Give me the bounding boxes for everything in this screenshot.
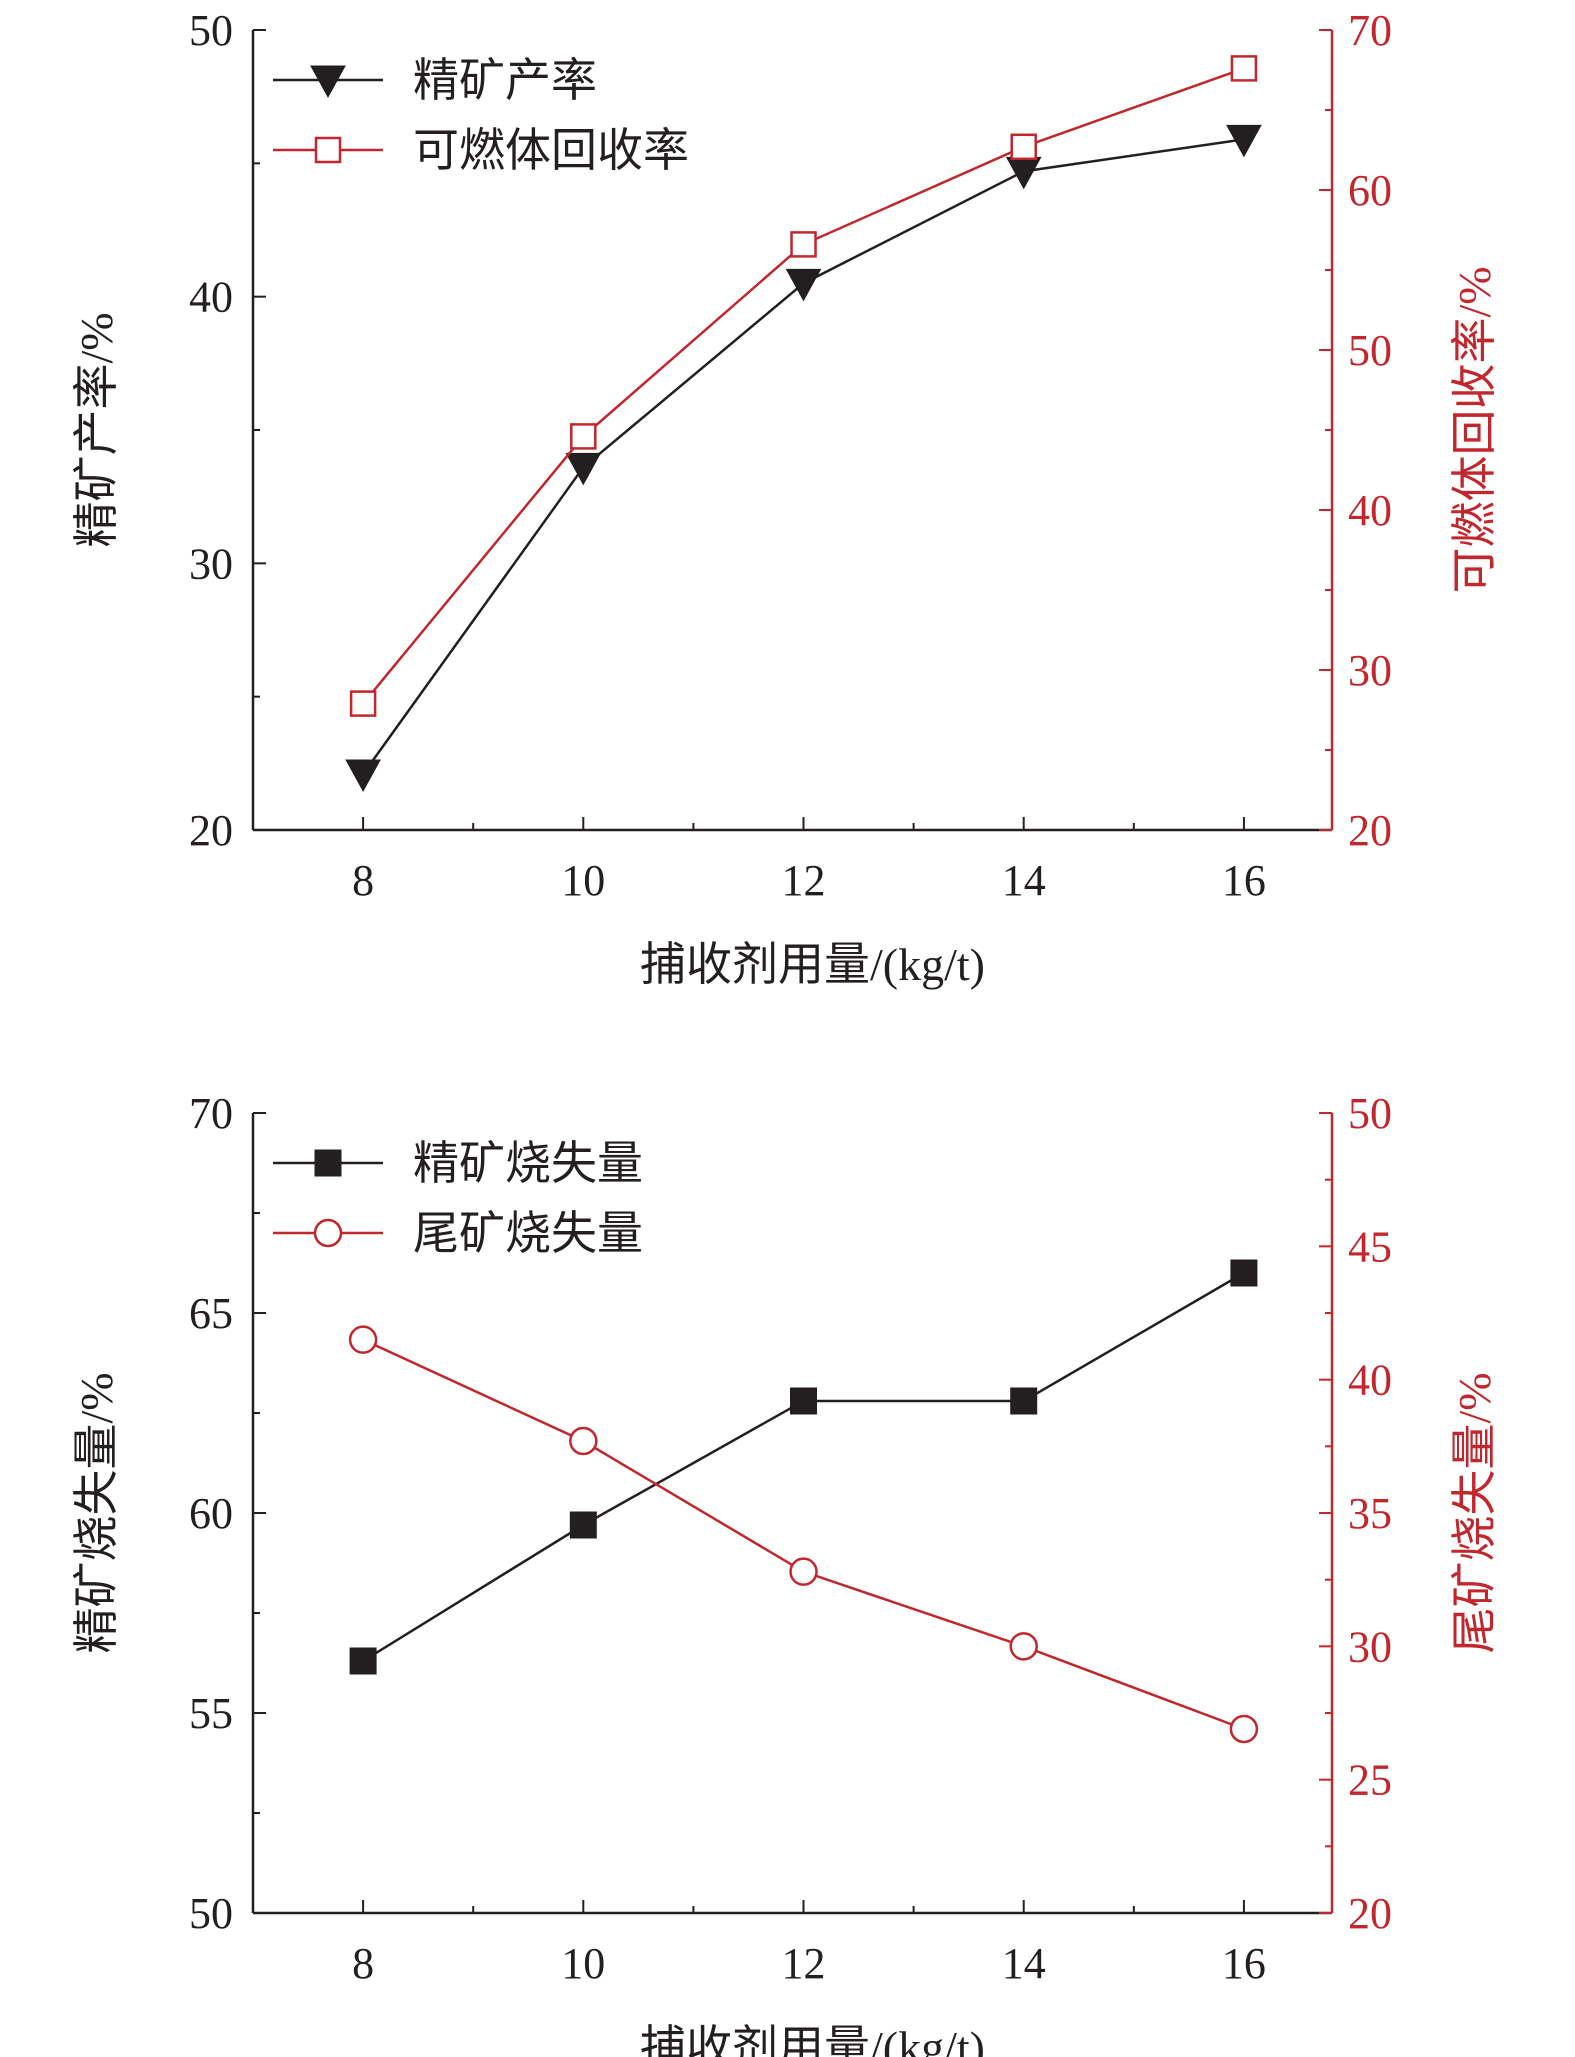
data-point [349,1647,377,1675]
left-y-axis-title: 精矿烧失量/% [71,1372,122,1653]
x-tick-label: 8 [352,856,374,905]
chart-2: 8 10 12 14 16 50 55 60 65 70 20 25 30 35 40 45 50 捕收剂用量/(… [71,1089,1500,2057]
left-y-tick-label: 50 [189,1889,233,1938]
data-point [1229,1714,1259,1744]
right-y-axis-title: 尾矿烧失量/% [1449,1372,1500,1653]
right-y-tick-label: 20 [1348,806,1392,855]
legend-label: 尾矿烧失量 [413,1208,643,1259]
x-axis-title: 捕收剂用量/(kg/t) [640,939,985,990]
left-y-tick-label: 50 [189,6,233,55]
data-point [1005,156,1042,190]
data-point [1010,133,1037,161]
series-line-1 [362,1271,1245,1663]
legend-marker [313,1218,343,1248]
data-point [1226,124,1262,158]
x-tick-label: 8 [352,1939,374,1988]
right-y-axis-title: 可燃体回收率/% [1449,266,1500,593]
data-point [570,423,597,450]
right-y-tick-label: 30 [1348,646,1392,695]
data-point [790,1387,818,1415]
left-y-tick-label: 55 [189,1689,233,1738]
right-y-tick-label: 35 [1348,1489,1392,1538]
left-y-axis-title: 精矿产率/% [71,312,122,547]
legend-marker [314,136,342,164]
data-point [569,1426,598,1456]
left-y-tick-label: 20 [189,806,233,855]
x-tick-label: 16 [1222,856,1266,905]
right-y-tick-label: 50 [1348,326,1392,375]
data-point [348,1325,378,1354]
data-point [569,1511,597,1539]
legend-marker [310,65,346,99]
data-point [345,759,381,793]
right-y-tick-label: 25 [1348,1756,1392,1805]
data-point [349,690,377,717]
right-y-tick-label: 70 [1348,6,1392,55]
x-axis-title: 捕收剂用量/(kg/t) [640,2022,985,2057]
x-tick-label: 14 [1002,1939,1046,1988]
right-y-tick-label: 45 [1348,1222,1392,1271]
left-y-tick-label: 60 [189,1489,233,1538]
left-y-tick-label: 40 [189,273,233,322]
data-point [789,1557,818,1586]
x-tick-label: 16 [1222,1939,1266,1988]
right-y-tick-label: 40 [1348,486,1392,535]
data-point [565,452,602,486]
legend-label: 可燃体回收率 [413,125,689,176]
right-y-tick-label: 40 [1348,1356,1392,1405]
right-y-tick-label: 60 [1348,166,1392,215]
right-y-tick-label: 50 [1348,1089,1392,1138]
right-y-tick-label: 30 [1348,1622,1392,1671]
data-point [1010,1387,1038,1415]
left-y-tick-label: 30 [189,539,233,588]
data-point [1009,1632,1038,1661]
left-y-tick-label: 70 [189,1089,233,1138]
x-tick-label: 10 [561,1939,605,1988]
legend-label: 精矿烧失量 [413,1138,643,1189]
x-tick-label: 12 [782,856,826,905]
data-point [1230,55,1258,82]
right-y-tick-label: 20 [1348,1889,1392,1938]
x-tick-label: 10 [561,856,605,905]
left-y-tick-label: 65 [189,1289,233,1338]
data-point [790,231,817,258]
legend-marker [314,1149,342,1177]
x-tick-label: 14 [1002,856,1046,905]
data-point [1230,1259,1258,1287]
legend-label: 精矿产率 [413,55,597,106]
chart-1: 8 10 12 14 16 20 30 40 50 20 30 40 50 60 70 捕收剂用量/(kg/t… [71,6,1500,990]
x-tick-label: 12 [782,1939,826,1988]
data-point [785,268,822,302]
